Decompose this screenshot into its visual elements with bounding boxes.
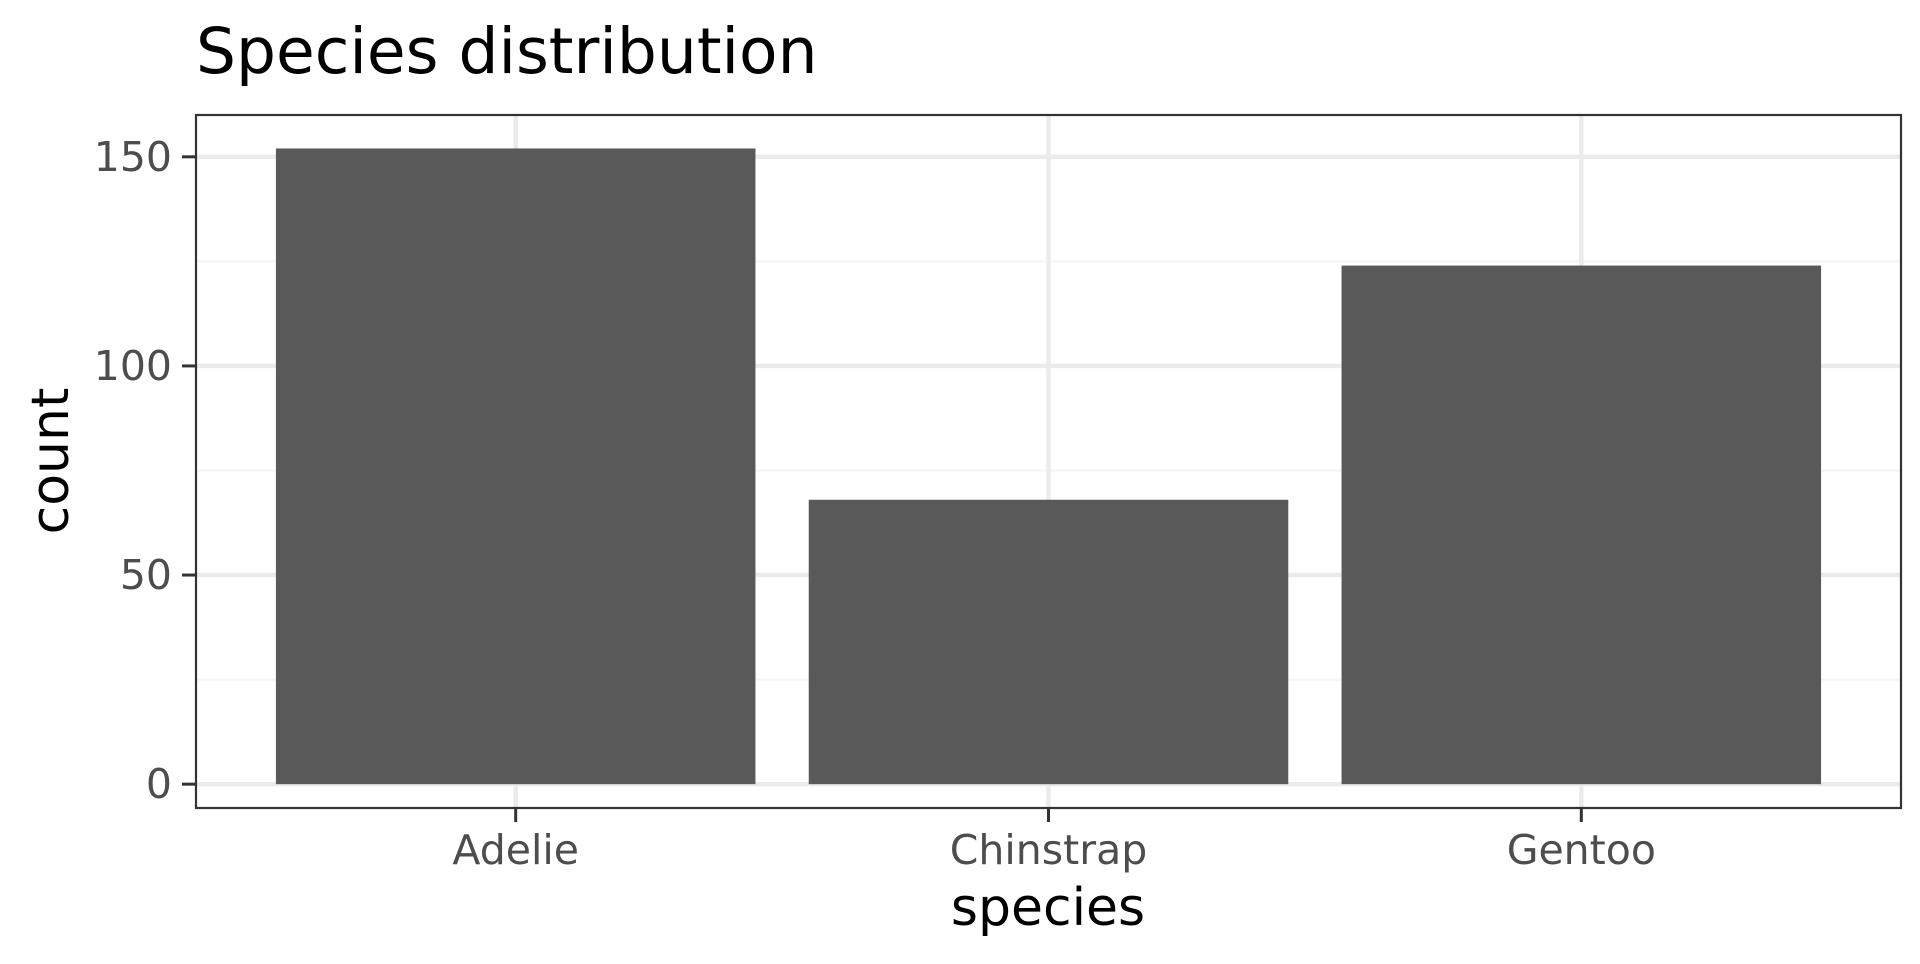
y-tick-label: 150 [94,133,172,181]
x-tick-label: Gentoo [1507,826,1656,874]
x-axis-title: species [951,878,1145,938]
bar-adelie [275,148,756,785]
y-tick-label: 100 [94,342,172,390]
y-tick-label: 0 [146,760,172,808]
y-axis-title: count [21,388,81,535]
x-tick-label: Adelie [452,826,579,874]
bar-gentoo [1341,265,1822,785]
x-axis: Adelie Chinstrap Gentoo [452,808,1656,874]
bar-chinstrap [808,499,1289,785]
x-tick-label: Chinstrap [950,826,1147,874]
y-axis: 0 50 100 150 [94,133,196,808]
bars [275,148,1822,785]
y-tick-label: 50 [120,551,172,599]
chart-title: Species distribution [196,15,818,88]
